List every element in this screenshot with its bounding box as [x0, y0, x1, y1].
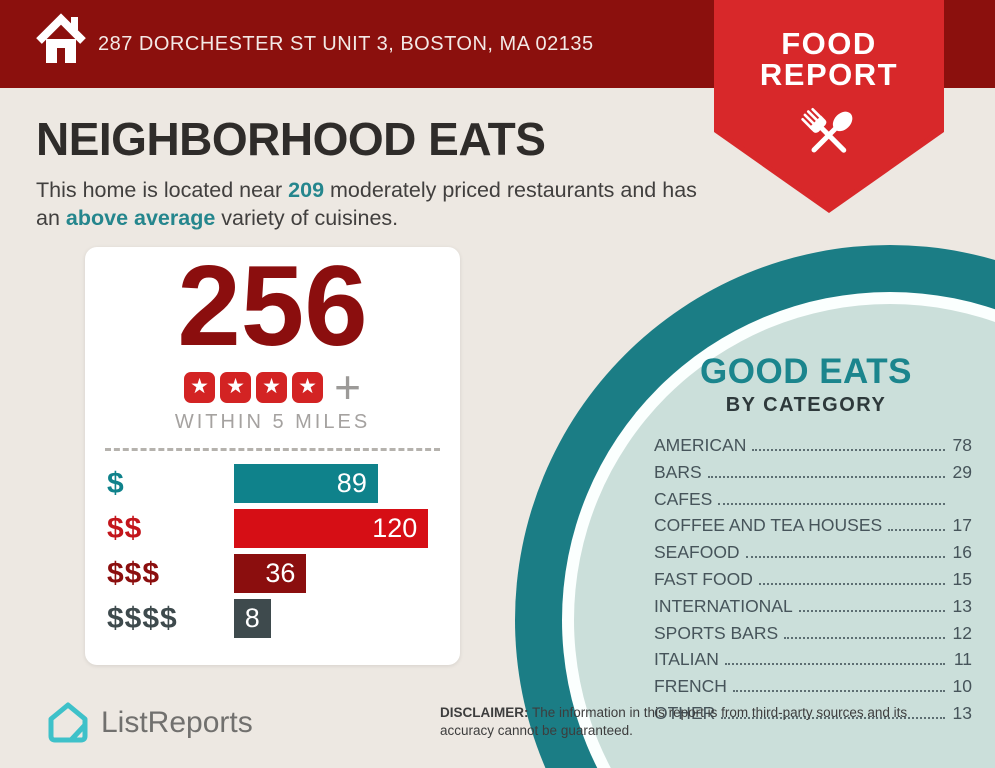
listreports-logo: ListReports — [45, 700, 253, 746]
dot-leader — [888, 529, 945, 532]
category-label: FRENCH — [654, 676, 727, 697]
category-label: CAFES — [654, 488, 713, 509]
ribbon-line1: FOOD — [781, 26, 877, 61]
star-icon: ★ — [184, 371, 216, 403]
home-icon — [36, 13, 86, 63]
ribbon-line2: REPORT — [759, 57, 899, 92]
category-label: SPORTS BARS — [654, 622, 779, 643]
spoon-fork-icon — [801, 107, 853, 153]
category-label: FAST FOOD — [654, 568, 753, 589]
good-eats-row: COFFEE AND TEA HOUSES 17 — [654, 515, 972, 542]
variety-rating: above average — [65, 206, 216, 230]
page-title: NEIGHBORHOOD EATS — [36, 113, 546, 165]
bar: 8 — [234, 599, 271, 639]
category-label: OTHER — [654, 702, 716, 723]
good-eats-list: AMERICAN 78 BARS 29 CAFES COFFEE AND TEA… — [640, 435, 972, 730]
category-label: BARS — [654, 461, 702, 482]
price-tier-label: $$$$ — [107, 601, 178, 635]
good-eats-row: ITALIAN 11 — [654, 649, 972, 676]
good-eats-panel: GOOD EATS BY CATEGORY AMERICAN 78 BARS 2… — [640, 352, 972, 730]
good-eats-title: GOOD EATS — [700, 352, 912, 391]
bar-value: 36 — [265, 558, 296, 589]
bar-value: 89 — [336, 468, 367, 499]
restaurant-summary-card: 256 ★ ★ ★ ★ + WITHIN 5 MILES $ 89 — [85, 247, 460, 665]
category-value: 78 — [952, 435, 972, 455]
restaurant-count: 209 — [288, 178, 325, 202]
good-eats-row: FAST FOOD 15 — [654, 569, 972, 596]
category-value: 13 — [952, 595, 972, 616]
category-label: INTERNATIONAL — [654, 595, 793, 616]
bar-value: 120 — [372, 513, 418, 544]
bar-track: 120 — [234, 509, 444, 549]
dot-leader — [707, 475, 945, 478]
category-value: 15 — [952, 568, 972, 589]
good-eats-row: BARS 29 — [654, 462, 972, 489]
subtitle-mid: moderately priced restaurants and has an — [36, 178, 697, 230]
dot-leader — [718, 502, 945, 505]
bar-value: 8 — [244, 603, 260, 634]
price-tier-row: $$ 120 — [107, 509, 460, 549]
star-icon: ★ — [256, 371, 288, 403]
category-value: 29 — [952, 461, 972, 482]
dot-leader — [721, 716, 945, 719]
listreports-logo-text: ListReports — [101, 706, 253, 739]
food-report-ribbon: FOOD REPORT — [714, 0, 944, 213]
dot-leader — [784, 636, 945, 639]
bar: 36 — [234, 554, 307, 594]
good-eats-row: OTHER 13 — [654, 703, 972, 730]
radius-caption: WITHIN 5 MILES — [174, 411, 371, 434]
subtitle-pre: This home is located near — [36, 178, 289, 202]
good-eats-row: FRENCH 10 — [654, 676, 972, 703]
category-value: 17 — [952, 515, 972, 536]
price-tier-row: $ 89 — [107, 464, 460, 504]
category-label: ITALIAN — [654, 649, 719, 670]
category-label: COFFEE AND TEA HOUSES — [654, 515, 883, 536]
price-tier-chart: $ 89 $$ 120 $$$ 36 — [85, 464, 460, 639]
dot-leader — [745, 556, 945, 559]
price-tier-row: $$$ 36 — [107, 554, 460, 594]
category-value: 16 — [952, 542, 972, 563]
disclaimer-text: The information in this report is from t… — [440, 705, 908, 738]
category-value: 12 — [952, 622, 972, 643]
price-tier-label: $ — [107, 466, 125, 500]
star-icon: ★ — [220, 371, 252, 403]
category-value: 10 — [952, 676, 972, 697]
listreports-logo-icon — [48, 702, 88, 743]
subtitle-post: variety of cuisines. — [215, 206, 399, 230]
dot-leader — [724, 663, 945, 666]
bar-track: 36 — [234, 554, 444, 594]
good-eats-row: SPORTS BARS 12 — [654, 623, 972, 650]
good-eats-subtitle: BY CATEGORY — [725, 394, 887, 416]
good-eats-row: INTERNATIONAL 13 — [654, 596, 972, 623]
good-eats-row: CAFES — [654, 489, 972, 516]
disclaimer-label: DISCLAIMER: — [440, 705, 529, 720]
bar: 120 — [234, 509, 429, 549]
dot-leader — [732, 690, 945, 693]
good-eats-row: AMERICAN 78 — [654, 435, 972, 462]
property-address: 287 DORCHESTER ST UNIT 3, BOSTON, MA 021… — [98, 32, 594, 55]
dot-leader — [758, 582, 945, 585]
rating-stars: ★ ★ ★ ★ + — [85, 364, 460, 410]
category-label: SEAFOOD — [654, 542, 740, 563]
category-label: AMERICAN — [654, 435, 747, 455]
bar-track: 8 — [234, 599, 444, 639]
dot-leader — [752, 449, 945, 451]
total-restaurant-count: 256 — [177, 243, 368, 370]
disclaimer: DISCLAIMER: The information in this repo… — [440, 704, 922, 739]
bar-track: 89 — [234, 464, 444, 504]
good-eats-row: SEAFOOD 16 — [654, 542, 972, 569]
plus-sign: + — [334, 361, 361, 414]
subtitle: This home is located near 209 moderately… — [36, 176, 701, 232]
price-tier-row: $$$$ 8 — [107, 599, 460, 639]
bar: 89 — [234, 464, 378, 504]
dot-leader — [798, 609, 945, 612]
category-value: 11 — [953, 649, 972, 670]
dotted-divider — [105, 448, 440, 452]
price-tier-label: $$ — [107, 511, 143, 545]
star-icon: ★ — [292, 371, 324, 403]
price-tier-label: $$$ — [107, 556, 161, 590]
category-value: 13 — [952, 702, 972, 723]
